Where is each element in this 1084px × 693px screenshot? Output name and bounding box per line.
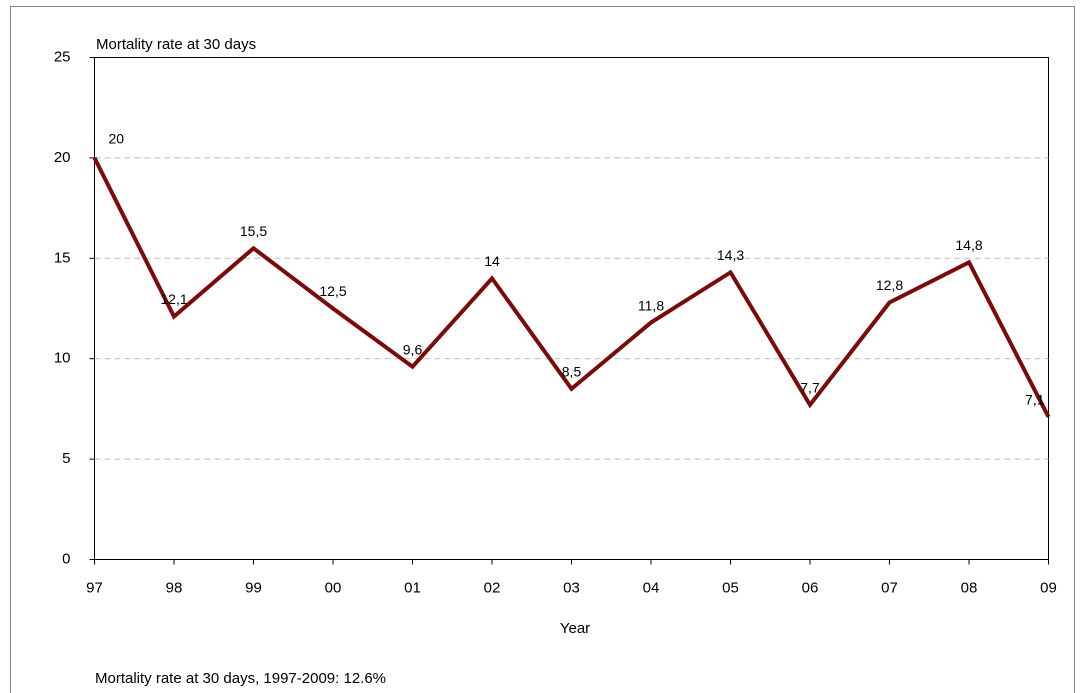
x-tick-label: 08	[961, 579, 978, 596]
data-label: 20	[109, 131, 125, 147]
data-label: 7,7	[800, 380, 820, 396]
x-tick-label: 03	[563, 579, 580, 596]
data-label: 8,5	[562, 364, 582, 380]
x-tick-label: 98	[166, 579, 183, 596]
data-label: 14	[484, 253, 500, 269]
x-tick-label: 09	[1040, 579, 1057, 596]
x-tick-label: 04	[643, 579, 660, 596]
x-tick-label: 01	[404, 579, 421, 596]
y-tick-label: 5	[62, 450, 70, 467]
x-tick-label: 06	[802, 579, 819, 596]
y-tick-label: 0	[62, 550, 70, 567]
x-tick-label: 07	[881, 579, 898, 596]
x-tick-label: 02	[484, 579, 501, 596]
x-tick-label: 99	[245, 579, 262, 596]
data-line	[92, 157, 1051, 418]
x-tick-label: 05	[722, 579, 739, 596]
data-label: 14,3	[717, 247, 744, 263]
x-axis-title: Year	[560, 620, 590, 637]
y-tick-label: 25	[54, 48, 71, 65]
data-label: 9,6	[403, 341, 423, 357]
x-tick-label: 00	[325, 579, 342, 596]
chart-border	[10, 6, 1075, 693]
data-label: 12,1	[160, 291, 187, 307]
y-tick-label: 10	[54, 350, 71, 367]
data-label: 12,5	[319, 283, 346, 299]
x-tick-label: 97	[86, 579, 103, 596]
y-tick-label: 15	[54, 249, 71, 266]
data-label: 15,5	[240, 223, 267, 239]
annotation: Mortality rate at 30 days, 1997-2009: 12…	[95, 670, 386, 687]
plot-area	[94, 57, 1049, 560]
data-label: 11,8	[638, 297, 664, 313]
y-axis-title: Mortality rate at 30 days	[96, 36, 256, 53]
data-label: 14,8	[955, 237, 982, 253]
y-tick-label: 20	[54, 149, 71, 166]
data-label: 12,8	[876, 277, 903, 293]
data-label: 7,1	[1025, 392, 1045, 408]
